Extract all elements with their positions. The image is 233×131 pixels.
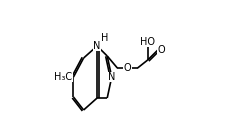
Text: O: O xyxy=(158,45,165,55)
Text: N: N xyxy=(93,41,101,51)
Text: H: H xyxy=(101,33,108,43)
Text: HO: HO xyxy=(140,37,155,47)
Text: O: O xyxy=(124,63,131,73)
Text: N: N xyxy=(108,72,115,82)
Text: H₃C: H₃C xyxy=(54,72,72,82)
